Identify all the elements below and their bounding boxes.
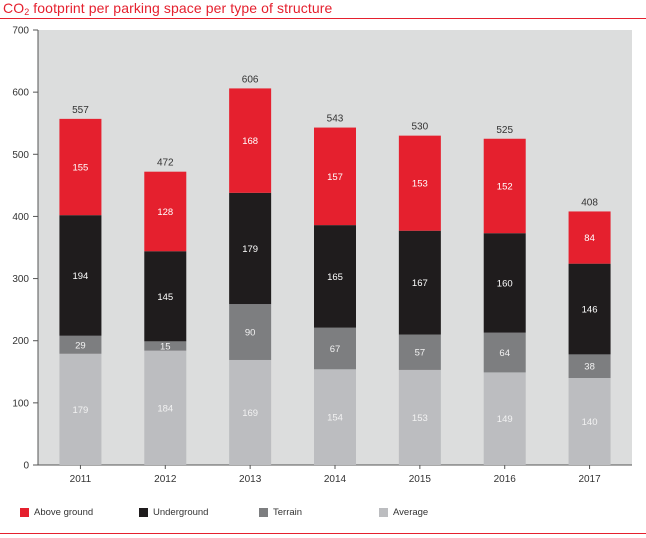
total-label: 408 [581, 197, 598, 208]
segment-label: 64 [499, 348, 510, 359]
bar-segment [229, 359, 272, 465]
title-prefix: CO [3, 0, 25, 16]
segment-label: 67 [330, 344, 341, 355]
segment-label: 128 [157, 207, 173, 218]
legend-item-underground: Underground [139, 506, 208, 518]
x-tick-label: 2013 [239, 474, 262, 485]
total-label: 606 [242, 74, 259, 85]
bar-segment [229, 304, 272, 360]
bar-segment [144, 251, 187, 342]
y-tick-label: 500 [12, 150, 29, 161]
bar-segment [144, 341, 187, 351]
stacked-bar-chart: 0 100 200 300 400 500 600 700 179 29 194 155 557 2011… [12, 26, 632, 485]
bar-segment [59, 118, 102, 216]
bar-segment [568, 211, 611, 264]
total-label: 557 [72, 105, 89, 116]
bar-segment [398, 230, 441, 335]
segment-label: 57 [415, 348, 426, 359]
title-suffix: footprint per parking space per type of … [29, 0, 333, 16]
segment-label: 15 [160, 341, 171, 352]
segment-label: 169 [242, 408, 258, 419]
bar-segment [483, 372, 526, 465]
segment-label: 152 [497, 181, 513, 192]
bar-segment [144, 350, 187, 465]
y-tick-label: 600 [12, 88, 29, 99]
segment-label: 154 [327, 413, 343, 424]
x-tick-label: 2014 [324, 474, 347, 485]
bar-segment [314, 327, 356, 370]
bar-segment [314, 127, 356, 226]
bar-segment [568, 354, 611, 378]
total-label: 530 [412, 122, 429, 133]
segment-label: 155 [72, 163, 88, 174]
segment-label: 168 [242, 136, 258, 147]
x-tick-label: 2011 [70, 474, 92, 485]
bottom-divider [0, 533, 646, 534]
x-tick-label: 2017 [578, 474, 601, 485]
bar-segment [483, 233, 526, 333]
y-tick-label: 300 [12, 274, 29, 285]
segment-label: 84 [584, 233, 595, 244]
legend-swatch-above-ground [20, 507, 29, 517]
segment-label: 153 [412, 179, 428, 190]
legend-item-above-ground: Above ground [20, 506, 93, 518]
bar-segment [229, 88, 272, 193]
segment-label: 167 [412, 278, 428, 289]
bar-segment [483, 332, 526, 373]
legend-swatch-underground [139, 507, 148, 517]
bar-segment [568, 263, 611, 355]
legend-label-above-ground: Above ground [34, 506, 94, 518]
legend-label-average: Average [393, 506, 429, 518]
total-label: 472 [157, 158, 174, 169]
x-tick-label: 2012 [154, 474, 177, 485]
segment-label: 157 [327, 172, 343, 183]
title-subscript: 2 [24, 7, 30, 17]
bar-segment [568, 378, 611, 465]
segment-label: 165 [327, 272, 343, 283]
segment-label: 29 [75, 340, 86, 351]
legend-item-average: Average [379, 506, 428, 518]
y-tick-label: 400 [12, 212, 29, 223]
total-label: 543 [327, 114, 344, 125]
bar-segment [483, 138, 526, 234]
bar-segment [314, 225, 356, 328]
x-tick-label: 2016 [494, 474, 517, 485]
segment-label: 179 [242, 244, 258, 255]
segment-label: 160 [497, 278, 513, 289]
bar-segment [398, 334, 441, 370]
bar-segment [59, 335, 102, 354]
total-label: 525 [496, 125, 513, 136]
legend-item-terrain: Terrain [259, 506, 302, 518]
legend-label-underground: Underground [153, 506, 209, 518]
bar-segment [59, 353, 102, 465]
bar-segment [229, 192, 272, 305]
bar-segment [398, 135, 441, 231]
segment-label: 153 [412, 413, 428, 424]
x-tick-label: 2015 [409, 474, 432, 485]
segment-label: 194 [72, 271, 88, 282]
y-tick-label: 200 [12, 336, 29, 347]
segment-label: 179 [72, 405, 88, 416]
segment-label: 184 [157, 403, 173, 414]
y-tick-label: 700 [12, 26, 29, 37]
legend-swatch-average [379, 507, 388, 517]
segment-label: 90 [245, 328, 256, 339]
bar-segment [398, 369, 441, 465]
bar-segment [314, 369, 356, 465]
legend-swatch-terrain [259, 507, 268, 517]
segment-label: 145 [157, 292, 173, 303]
segment-label: 146 [582, 305, 598, 316]
bar-segment [144, 171, 187, 252]
title-divider [0, 18, 646, 19]
segment-label: 38 [584, 362, 595, 373]
legend-label-terrain: Terrain [273, 506, 303, 518]
bar-segment [59, 215, 102, 336]
chart-title: CO2 footprint per parking space per type… [3, 0, 332, 17]
segment-label: 140 [582, 417, 598, 428]
segment-label: 149 [497, 414, 513, 425]
y-tick-label: 0 [23, 461, 29, 472]
y-tick-label: 100 [12, 398, 29, 409]
